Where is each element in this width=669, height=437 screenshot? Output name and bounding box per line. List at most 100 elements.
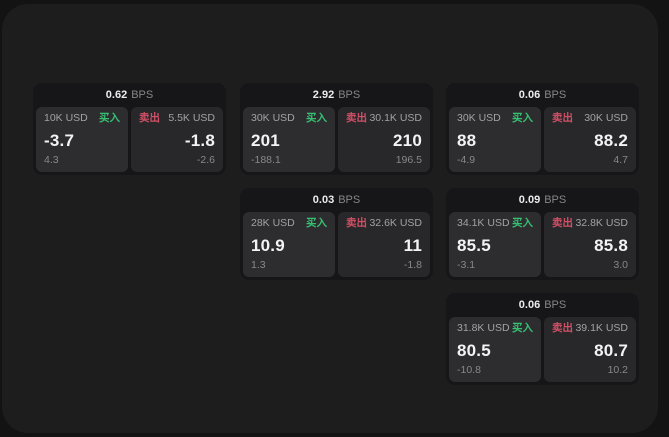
bps-value: 0.06	[518, 88, 541, 101]
bps-header: 0.03 BPS	[240, 188, 433, 210]
quote-panes: 34.1K USD 买入 85.5 -3.1 卖出 32.8K USD 85.8…	[449, 212, 636, 277]
buy-pane[interactable]: 10K USD 买入 -3.7 4.3	[36, 107, 128, 172]
buy-pane-top: 28K USD 买入	[251, 217, 327, 230]
sell-pane-top: 卖出 39.1K USD	[552, 322, 628, 335]
quote-panes: 31.8K USD 买入 80.5 -10.8 卖出 39.1K USD 80.…	[449, 317, 636, 382]
app-panel: 0.62 BPS 10K USD 买入 -3.7 4.3 卖出 5.5K USD…	[2, 4, 658, 433]
bps-header: 0.09 BPS	[446, 188, 639, 210]
buy-pane[interactable]: 30K USD 买入 201 -188.1	[243, 107, 335, 172]
buy-pane-top: 30K USD 买入	[457, 112, 533, 125]
buy-price: -3.7	[44, 130, 75, 150]
sell-pane-top: 卖出 30.1K USD	[346, 112, 422, 125]
sell-label: 卖出	[346, 217, 367, 229]
sell-pane[interactable]: 卖出 30K USD 88.2 4.7	[544, 107, 636, 172]
buy-pane-top: 10K USD 买入	[44, 112, 120, 125]
sell-price: 210	[393, 130, 422, 150]
buy-pane[interactable]: 28K USD 买入 10.9 1.3	[243, 212, 335, 277]
buy-price: 201	[251, 130, 280, 150]
buy-change: -3.1	[457, 259, 476, 272]
sell-notional: 5.5K USD	[168, 112, 215, 124]
quote-card: 0.09 BPS 34.1K USD 买入 85.5 -3.1 卖出 32.8K…	[446, 188, 639, 280]
bps-value: 2.92	[312, 88, 335, 101]
bps-value: 0.09	[518, 193, 541, 206]
sell-price: 88.2	[594, 130, 628, 150]
sell-notional: 32.6K USD	[369, 217, 422, 229]
buy-notional: 10K USD	[44, 112, 88, 124]
buy-pane-top: 30K USD 买入	[251, 112, 327, 125]
buy-pane[interactable]: 30K USD 买入 88 -4.9	[449, 107, 541, 172]
sell-notional: 30.1K USD	[369, 112, 422, 124]
sell-label: 卖出	[346, 112, 367, 124]
quote-card: 0.03 BPS 28K USD 买入 10.9 1.3 卖出 32.6K US…	[240, 188, 433, 280]
sell-price: 80.7	[594, 340, 628, 360]
sell-notional: 30K USD	[584, 112, 628, 124]
sell-pane-top: 卖出 32.6K USD	[346, 217, 422, 230]
buy-pane[interactable]: 34.1K USD 买入 85.5 -3.1	[449, 212, 541, 277]
sell-price: 85.8	[594, 235, 628, 255]
buy-label: 买入	[306, 217, 327, 229]
bps-value: 0.06	[518, 298, 541, 311]
quote-card: 0.06 BPS 30K USD 买入 88 -4.9 卖出 30K USD 8…	[446, 83, 639, 175]
buy-label: 买入	[512, 217, 533, 229]
quote-panes: 30K USD 买入 88 -4.9 卖出 30K USD 88.2 4.7	[449, 107, 636, 172]
sell-pane[interactable]: 卖出 39.1K USD 80.7 10.2	[544, 317, 636, 382]
buy-price: 88	[457, 130, 477, 150]
buy-price: 85.5	[457, 235, 491, 255]
quote-card: 0.06 BPS 31.8K USD 买入 80.5 -10.8 卖出 39.1…	[446, 293, 639, 385]
sell-change: 4.7	[613, 154, 628, 167]
sell-pane[interactable]: 卖出 32.6K USD 11 -1.8	[338, 212, 430, 277]
buy-change: -4.9	[457, 154, 476, 167]
bps-value: 0.03	[312, 193, 335, 206]
bps-unit-label: BPS	[544, 298, 567, 311]
bps-header: 0.06 BPS	[446, 293, 639, 315]
sell-label: 卖出	[552, 322, 573, 334]
sell-label: 卖出	[139, 112, 160, 124]
sell-pane-top: 卖出 30K USD	[552, 112, 628, 125]
sell-pane[interactable]: 卖出 32.8K USD 85.8 3.0	[544, 212, 636, 277]
sell-change: 196.5	[395, 154, 422, 167]
bps-header: 0.06 BPS	[446, 83, 639, 105]
sell-price: -1.8	[184, 130, 215, 150]
sell-notional: 32.8K USD	[575, 217, 628, 229]
sell-change: -1.8	[403, 259, 422, 272]
bps-unit-label: BPS	[338, 193, 361, 206]
quote-card: 2.92 BPS 30K USD 买入 201 -188.1 卖出 30.1K …	[240, 83, 433, 175]
buy-notional: 30K USD	[251, 112, 295, 124]
buy-label: 买入	[512, 322, 533, 334]
buy-pane-top: 34.1K USD 买入	[457, 217, 533, 230]
quote-panes: 10K USD 买入 -3.7 4.3 卖出 5.5K USD -1.8 -2.…	[36, 107, 223, 172]
buy-notional: 28K USD	[251, 217, 295, 229]
sell-label: 卖出	[552, 112, 573, 124]
buy-price: 80.5	[457, 340, 491, 360]
buy-notional: 34.1K USD	[457, 217, 510, 229]
sell-label: 卖出	[552, 217, 573, 229]
sell-change: -2.6	[196, 154, 215, 167]
buy-change: -188.1	[251, 154, 281, 167]
sell-notional: 39.1K USD	[575, 322, 628, 334]
buy-change: -10.8	[457, 364, 481, 377]
sell-change: 10.2	[607, 364, 628, 377]
buy-change: 1.3	[251, 259, 266, 272]
bps-unit-label: BPS	[338, 88, 361, 101]
sell-pane[interactable]: 卖出 30.1K USD 210 196.5	[338, 107, 430, 172]
buy-label: 买入	[306, 112, 327, 124]
bps-unit-label: BPS	[131, 88, 154, 101]
quote-card: 0.62 BPS 10K USD 买入 -3.7 4.3 卖出 5.5K USD…	[33, 83, 226, 175]
sell-pane-top: 卖出 5.5K USD	[139, 112, 215, 125]
bps-header: 2.92 BPS	[240, 83, 433, 105]
buy-notional: 30K USD	[457, 112, 501, 124]
buy-notional: 31.8K USD	[457, 322, 510, 334]
sell-pane-top: 卖出 32.8K USD	[552, 217, 628, 230]
sell-pane[interactable]: 卖出 5.5K USD -1.8 -2.6	[131, 107, 223, 172]
bps-header: 0.62 BPS	[33, 83, 226, 105]
buy-pane[interactable]: 31.8K USD 买入 80.5 -10.8	[449, 317, 541, 382]
quote-panes: 30K USD 买入 201 -188.1 卖出 30.1K USD 210 1…	[243, 107, 430, 172]
bps-unit-label: BPS	[544, 88, 567, 101]
buy-change: 4.3	[44, 154, 59, 167]
buy-label: 买入	[512, 112, 533, 124]
buy-pane-top: 31.8K USD 买入	[457, 322, 533, 335]
buy-label: 买入	[99, 112, 120, 124]
bps-value: 0.62	[105, 88, 128, 101]
quote-panes: 28K USD 买入 10.9 1.3 卖出 32.6K USD 11 -1.8	[243, 212, 430, 277]
